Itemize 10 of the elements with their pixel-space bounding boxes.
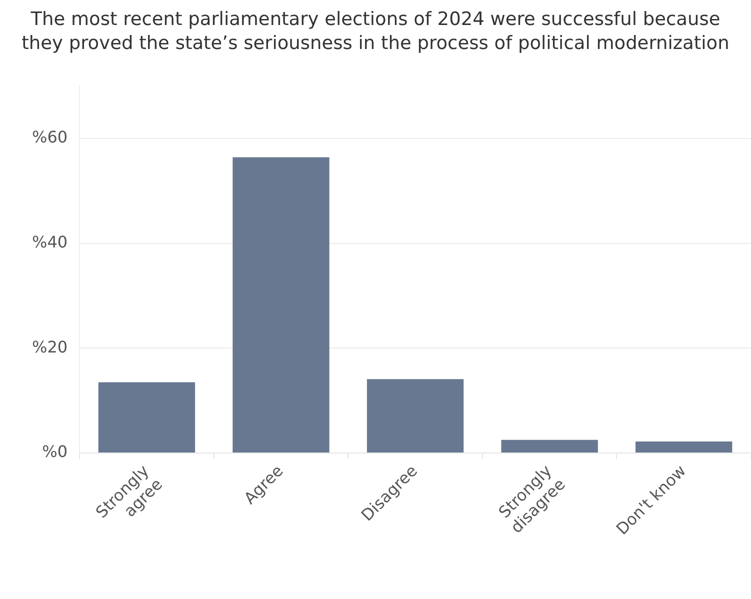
bar — [636, 441, 732, 453]
chart-title: The most recent parliamentary elections of 2024 were successful because they proved the state’s seriousness in the process of political modernization — [20, 8, 730, 56]
bar — [366, 379, 464, 453]
y-tick-label: %60 — [32, 128, 68, 147]
bar — [232, 157, 330, 453]
bar — [501, 440, 598, 453]
y-tick-label: %0 — [42, 442, 68, 462]
bar — [98, 382, 196, 453]
y-tick-label: %40 — [32, 232, 68, 252]
y-tick-label: %20 — [32, 337, 68, 356]
